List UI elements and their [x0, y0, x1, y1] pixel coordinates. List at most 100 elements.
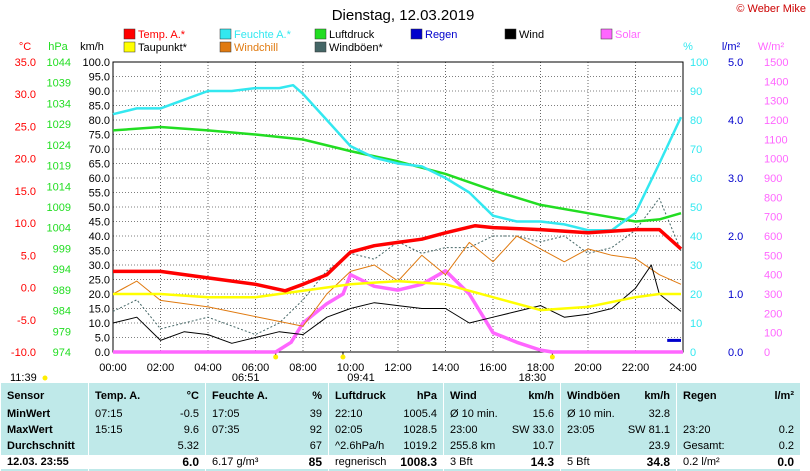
legend-label-temp: Temp. A.*	[138, 29, 186, 41]
table-row: 23.9	[561, 439, 676, 453]
table-cell-value: 5.32	[177, 440, 199, 452]
x-axis-tick: 08:00	[289, 362, 317, 374]
table-cell-value: 92	[309, 424, 322, 436]
solar-axis-tick: 1300	[764, 96, 788, 108]
table-cell-label: ^2.6hPa/h	[335, 440, 385, 452]
copyright-label: © Weber Mike	[736, 3, 806, 15]
table-row: 255.8 km 10.7	[444, 439, 560, 453]
table-cell-value: 85	[308, 455, 322, 469]
pct-axis-tick: 20	[690, 289, 702, 301]
table-row	[677, 407, 800, 421]
table-cell-value: 15.6	[532, 408, 554, 420]
plot-area	[112, 83, 683, 354]
table-cell-label: 12.03. 23:55	[7, 456, 69, 468]
table-row: 23:20 0.2	[677, 423, 800, 437]
temp-axis-tick: 25.0	[15, 121, 36, 133]
sunset-marker-label: 18:30	[519, 372, 547, 383]
legend-label-taupunkt: Taupunkt*	[138, 42, 188, 54]
table-cell-value: 23.9	[648, 440, 670, 452]
table-cell-value: 6.0	[182, 455, 199, 469]
hpa-axis-tick: 1004	[47, 223, 71, 235]
table-cell-label: 07:15	[95, 408, 123, 420]
rain-axis-tick: 3.0	[728, 173, 743, 185]
series-taupunkt-	[113, 279, 681, 312]
solar-axis-tick: 600	[764, 231, 782, 243]
x-axis-tick: 18:00	[527, 362, 555, 374]
sunset-marker-icon	[549, 354, 555, 360]
kmh-axis-tick: 45.0	[89, 217, 110, 229]
table-col: Sensor MinWert MaxWert Durchschnitt 12.03. 2…	[0, 383, 88, 471]
table-row: 5.32	[89, 439, 205, 453]
x-axis-tick: 04:00	[194, 362, 222, 374]
series-windchill	[112, 235, 682, 327]
series-temp-a-	[113, 223, 683, 293]
table-col: Wind km/h Ø 10 min. 15.6 23:00 SW 33.0 255.8 k…	[443, 383, 560, 471]
legend-swatch-solar	[600, 28, 613, 40]
x-axis-tick: 00:00	[99, 362, 127, 374]
kmh-axis-tick: 15.0	[89, 304, 110, 316]
legend-swatch-windchill	[219, 41, 232, 53]
pct-axis-tick: 60	[690, 173, 702, 185]
x-axis-tick: 10:00	[337, 362, 365, 374]
table-row: 15:15 9.6	[89, 423, 205, 437]
hpa-axis-tick: 974	[53, 347, 71, 359]
legend-swatch-temp	[123, 28, 136, 40]
table-col: Regen l/m² 23:20 0.2 Gesamt: 0.2 0.2 l/m² 0.0	[676, 383, 800, 471]
temp-axis-tick: 5.0	[21, 250, 36, 262]
table-cell-label: 23:00	[450, 424, 478, 436]
table-cell-value: 39	[309, 408, 322, 420]
table-row: 23:05 SW 81.1	[561, 423, 676, 437]
weather-chart: Dienstag, 12.03.2019 Temp. A.* Feuchte A.…	[10, 7, 788, 383]
hpa-axis-tick: 999	[53, 243, 71, 255]
table-header: Feuchte A.%	[206, 389, 328, 403]
table-cell-value: 10.7	[532, 440, 554, 452]
legend-swatch-wind	[504, 28, 517, 40]
table-cell-label: 255.8 km	[450, 440, 496, 452]
table-cell-label: Wind	[450, 390, 477, 402]
chart-axes: 35.0 30.0 25.0 20.0 15.0 10.0 5.0 0.0 -5.0 -10.0 1…	[10, 41, 788, 383]
table-row: 6.0	[89, 455, 205, 469]
hpa-axis-tick: 1014	[47, 181, 71, 193]
chart-legend: Temp. A.* Feuchte A.* Luftdruck Regen Wind So…	[123, 28, 641, 54]
kmh-axis-tick: 35.0	[89, 246, 110, 258]
hpa-axis-tick: 1034	[47, 98, 71, 110]
wm2-axis-unit: W/m²	[758, 41, 785, 53]
series-feuchte-a-	[112, 83, 683, 232]
kmh-axis-tick: 85.0	[89, 101, 110, 113]
table-row: 17:05 39	[206, 407, 328, 421]
kmh-axis-tick: 80.0	[89, 115, 110, 127]
rain-axis-tick: 2.0	[728, 231, 743, 243]
kmh-axis-tick: 30.0	[89, 260, 110, 272]
table-header: Luftdruck hPa	[329, 389, 443, 403]
rain-axis-tick: 5.0	[728, 57, 743, 69]
hpa-axis-unit: hPa	[48, 41, 68, 53]
table-cell-label: Ø 10 min.	[450, 408, 498, 420]
chart-title: Dienstag, 12.03.2019	[332, 7, 475, 24]
kmh-axis-tick: 55.0	[89, 188, 110, 200]
rain-axis-tick: 4.0	[728, 115, 743, 127]
sunrise-marker-icon	[273, 354, 279, 360]
noon-marker-label: 09:41	[347, 372, 375, 383]
x-axis-tick: 24:00	[669, 362, 697, 374]
table-header: Windböen km/h	[561, 389, 676, 403]
kmh-axis-tick: 40.0	[89, 231, 110, 243]
table-row: 07:35 92	[206, 423, 328, 437]
solar-axis-tick: 1000	[764, 154, 788, 166]
x-axis-tick: 16:00	[479, 362, 507, 374]
table-row: regnerisch 1008.3	[329, 455, 443, 469]
hpa-axis-tick: 1039	[47, 78, 71, 90]
solar-axis-tick: 500	[764, 250, 782, 262]
kmh-axis-tick: 95.0	[89, 72, 110, 84]
x-axis-tick: 20:00	[574, 362, 602, 374]
temp-axis-tick: 0.0	[21, 283, 36, 295]
table-header: Wind km/h	[444, 389, 560, 403]
table-row: 5 Bft 34.8	[561, 455, 676, 469]
solar-axis-tick: 700	[764, 212, 782, 224]
pct-axis-tick: 80	[690, 115, 702, 127]
temp-axis-tick: 15.0	[15, 186, 36, 198]
pct-axis-tick: 0	[690, 347, 696, 359]
noon-marker-icon	[340, 354, 346, 360]
kmh-axis-tick: 50.0	[89, 202, 110, 214]
table-row: 22:10 1005.4	[329, 407, 443, 421]
temp-axis-tick: 10.0	[15, 218, 36, 230]
